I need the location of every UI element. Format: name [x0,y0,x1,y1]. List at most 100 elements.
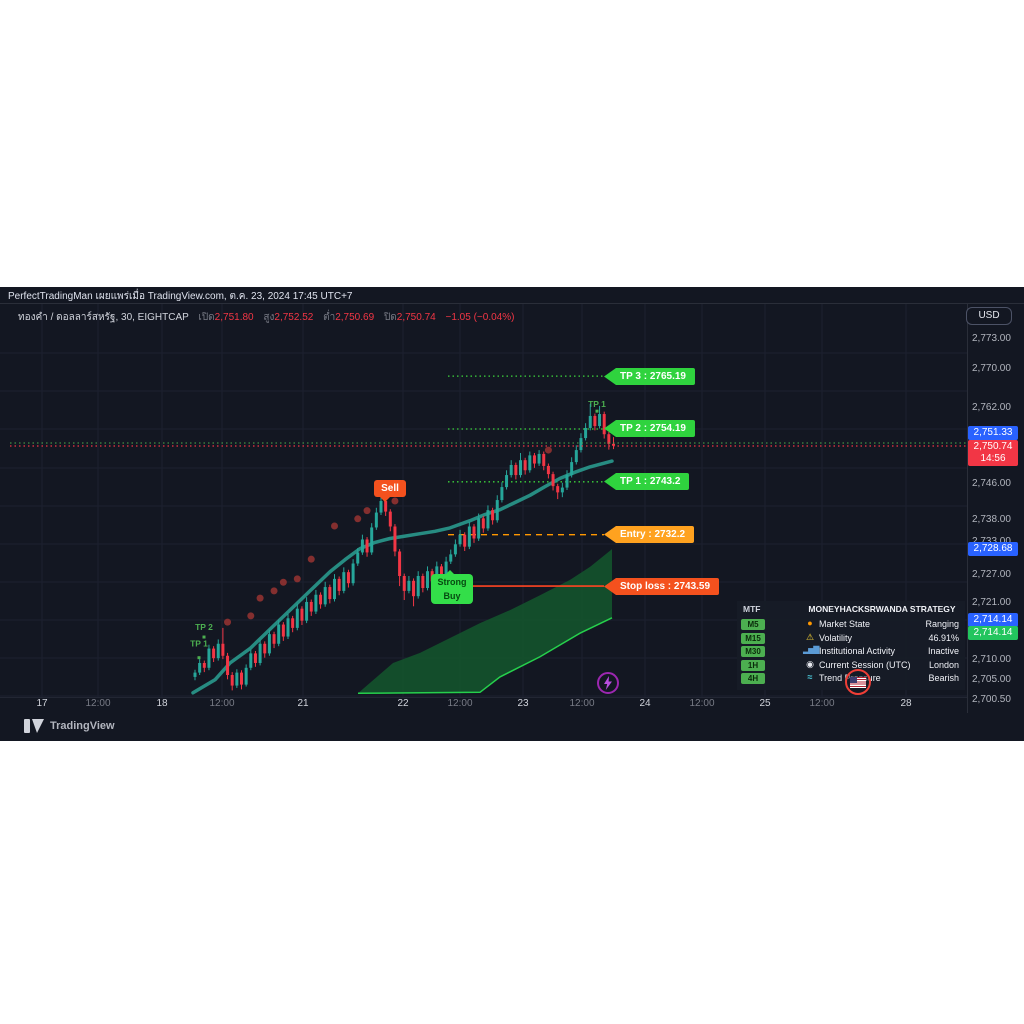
entry-tag: Entry : 2732.2 [604,526,695,543]
mtf-panel-header: MTF MONEYHACKSRWANDA STRATEGY [737,604,965,616]
low-label: ต่ำ [323,312,336,323]
price-axis-label: 2,721.00 [972,597,1011,608]
close-value: 2,750.74 [396,312,436,323]
candle-body [570,462,574,476]
candle-body [384,501,388,512]
price-axis-label: 2,733.00 [972,536,1011,547]
candle-body [212,648,216,659]
price-axis-divider [967,303,968,713]
candle-body [500,487,504,501]
price-axis-label: 2,746.00 [972,478,1011,489]
bearish-signal-dot [279,578,287,586]
mtf-row: M15 ⚠ Volatility 46.91% [737,631,965,646]
time-axis-label: 12:00 [809,698,835,709]
time-axis-label: 12:00 [209,698,235,709]
price-badge: 2,751.33 [968,426,1018,440]
candle-body [393,526,397,552]
candle-body [374,512,378,528]
mtf-row-value: London [928,659,959,670]
mtf-row: M5 ● Market State Ranging [737,618,965,632]
candle-body [300,608,304,621]
mtf-row-value: Ranging [925,619,959,629]
candle-body [556,486,560,493]
candle-body [281,624,285,637]
candle-body [388,511,392,527]
tp2-tag: TP 2 : 2754.19 [604,420,695,437]
bearish-signal-dot [224,618,232,626]
currency-button[interactable]: USD [966,307,1012,325]
candle-body [333,578,336,600]
candle-body [472,526,476,539]
price-badge: 2,750.74 14:56 [968,440,1018,466]
trend-cloud [358,549,612,694]
lightning-badge[interactable] [597,672,619,694]
time-axis-label: 12:00 [447,698,473,709]
mtf-strategy-title: MONEYHACKSRWANDA STRATEGY [808,604,956,614]
bearish-signal-dot [270,587,278,595]
symbol-legend[interactable]: ทองคำ / ดอลลาร์สหรัฐ, 30, EIGHTCAP เปิด2… [18,310,514,325]
lightning-icon [604,676,612,690]
price-axis-label: 2,710.00 [972,654,1011,665]
candle-body [230,675,234,686]
candle-body [309,601,313,612]
bearish-signal-dot [544,446,552,454]
candle-body [607,434,611,444]
candle-body [584,427,588,439]
candle-body [453,544,457,555]
tradingview-logo[interactable]: TradingView [24,718,115,734]
candle-body [226,655,230,676]
cloud-lower-band [357,617,613,695]
candle-body [505,475,509,488]
tp-mark-square [202,635,206,639]
candle-body [588,415,592,428]
mtf-row-value: Bearish [928,673,959,683]
candle-body [398,551,402,576]
candle-body [463,534,467,547]
symbol-title: ทองคำ / ดอลลาร์สหรัฐ, 30, EIGHTCAP [18,312,189,323]
candle-body [542,453,546,466]
candle-body [412,580,416,597]
tp3-tag: TP 3 : 2765.19 [604,368,695,385]
candle-body [365,539,369,553]
candle-body [602,414,606,435]
candle-body [514,464,518,476]
candle-body [491,510,495,521]
bearish-signal-dot [391,497,399,505]
candle-body [402,575,406,591]
candle-body [258,643,262,663]
candle-body [286,618,290,637]
candle-body [598,414,602,427]
price-axis-label: 2,770.00 [972,363,1011,374]
candle-body [221,643,225,656]
time-axis-label: 25 [759,698,771,709]
candle-body [537,453,541,464]
candle-body [481,518,485,529]
warn-icon: ⚠ [805,631,815,642]
candle-body [546,465,550,475]
candle-body [416,575,420,597]
candle-body [477,518,481,539]
time-axis-label: 17 [36,698,48,709]
candle-body [337,578,341,591]
wave-icon: ≈ [807,672,813,682]
candle-body [565,475,569,488]
candle-body [379,501,383,513]
high-value: 2,752.52 [274,312,314,323]
price-axis[interactable]: 2,773.002,770.002,762.002,754.002,746.00… [968,303,1024,713]
stoploss-tag: Stop loss : 2743.59 [604,578,720,595]
close-label: ปิด [383,312,397,323]
mtf-timeframe-badge: 4H [741,673,765,684]
candle-body [263,643,267,654]
candle-body [560,487,564,493]
candle-body [198,662,202,673]
tradingview-chart-window: TP 2 TP 1 TP 1 PerfectTradingMan เผยแพร่เม… [0,287,1024,741]
target-icon: ◉ [806,658,814,669]
tp1-tag: TP 1 : 2743.2 [604,473,690,490]
candle-body [253,653,257,663]
strong-buy-signal-label: Strong Buy [431,570,473,604]
time-axis-label: 18 [156,698,168,709]
candle-body [612,443,615,446]
candle-body [523,460,527,471]
us-flag-badge[interactable] [845,669,871,695]
